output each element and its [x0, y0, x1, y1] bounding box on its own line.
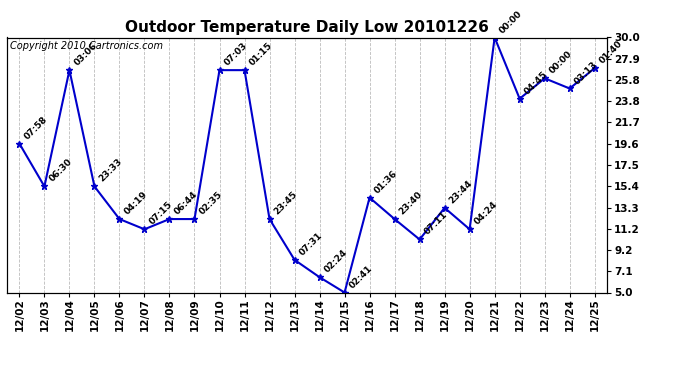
Title: Outdoor Temperature Daily Low 20101226: Outdoor Temperature Daily Low 20101226 — [125, 20, 489, 35]
Text: 23:44: 23:44 — [448, 178, 475, 205]
Text: 02:41: 02:41 — [348, 263, 374, 290]
Text: 02:35: 02:35 — [197, 190, 224, 216]
Text: 06:44: 06:44 — [172, 190, 199, 216]
Text: Copyright 2010 Cartronics.com: Copyright 2010 Cartronics.com — [10, 41, 163, 51]
Text: 07:03: 07:03 — [222, 41, 249, 68]
Text: 04:45: 04:45 — [522, 69, 549, 96]
Text: 23:40: 23:40 — [397, 190, 424, 216]
Text: 07:58: 07:58 — [22, 114, 49, 141]
Text: 03:06: 03:06 — [72, 41, 99, 68]
Text: 00:00: 00:00 — [548, 50, 574, 76]
Text: 03:13: 03:13 — [573, 59, 599, 86]
Text: 00:00: 00:00 — [497, 9, 524, 35]
Text: 23:33: 23:33 — [97, 157, 124, 184]
Text: 07:31: 07:31 — [297, 231, 324, 257]
Text: 23:45: 23:45 — [273, 190, 299, 216]
Text: 07:15: 07:15 — [148, 200, 174, 227]
Text: 01:15: 01:15 — [248, 41, 274, 68]
Text: 04:24: 04:24 — [473, 200, 500, 227]
Text: 04:19: 04:19 — [122, 190, 149, 216]
Text: 06:30: 06:30 — [48, 158, 74, 184]
Text: 01:40: 01:40 — [598, 39, 624, 66]
Text: 07:11: 07:11 — [422, 210, 449, 237]
Text: 01:36: 01:36 — [373, 169, 399, 195]
Text: 02:24: 02:24 — [322, 248, 349, 274]
